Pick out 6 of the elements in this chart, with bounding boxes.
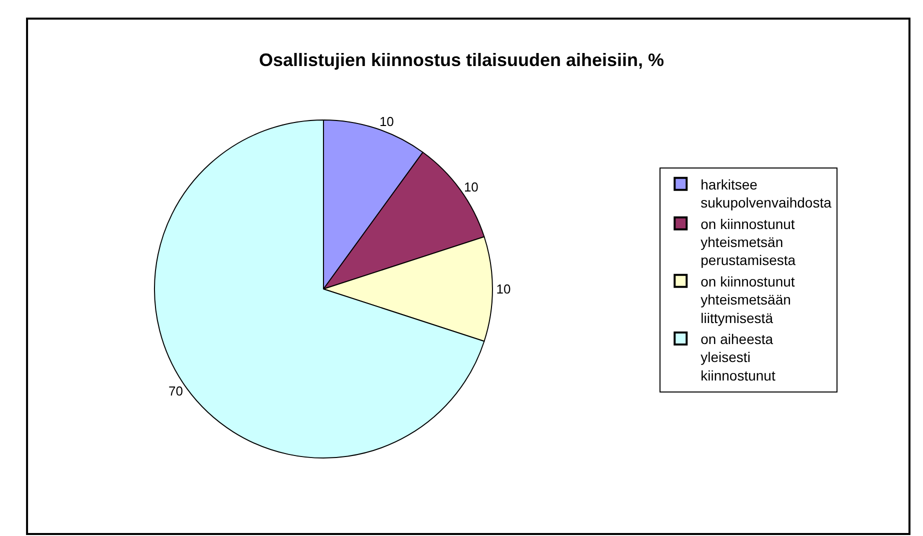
legend-label: on aiheesta yleisesti kiinnostunut xyxy=(700,330,776,384)
data-label: 10 xyxy=(496,282,511,296)
chart-title: Osallistujien kiinnostus tilaisuuden aiheisiin, % xyxy=(258,50,664,70)
data-label: 10 xyxy=(464,180,478,195)
data-label: 10 xyxy=(379,114,394,129)
data-label: 70 xyxy=(168,383,184,398)
